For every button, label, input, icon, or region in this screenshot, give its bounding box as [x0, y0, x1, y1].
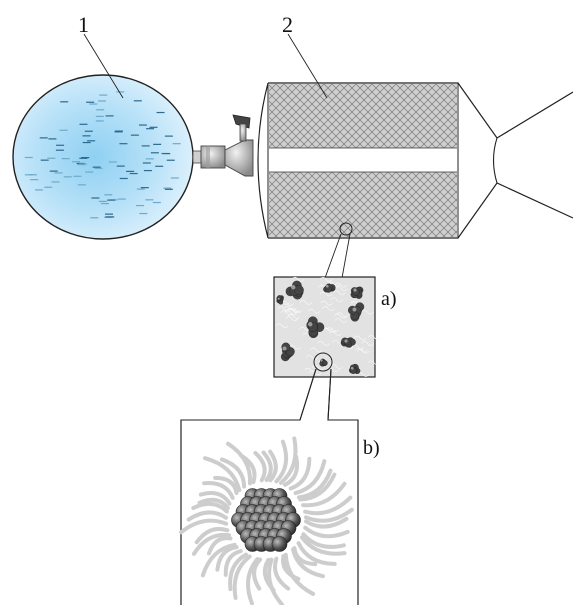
- magnify-spot-b: [313, 352, 333, 372]
- label-engine: 2: [282, 12, 293, 37]
- nanocluster: [276, 295, 284, 305]
- nanocluster: [280, 342, 295, 362]
- label-tank: 1: [78, 12, 89, 37]
- nanocluster: [349, 363, 361, 375]
- propellant-tank: [12, 74, 194, 240]
- nanocluster: [285, 280, 304, 300]
- nanocluster: [340, 337, 356, 348]
- rocket-motor: [257, 82, 573, 239]
- nanocluster: [350, 286, 364, 299]
- nanocluster: [306, 316, 325, 339]
- nanocluster: [323, 283, 336, 293]
- feed-valve: [192, 114, 254, 177]
- propellant-grain-lower: [269, 172, 457, 237]
- propellant-grain-upper: [269, 84, 457, 148]
- magnify-spot-a: [339, 222, 353, 236]
- nanoparticle-core: [231, 488, 301, 552]
- label-leader-2: [287, 33, 328, 99]
- detail-b-panel: [179, 368, 359, 605]
- label-leader-1: [83, 33, 124, 99]
- nanocluster: [348, 302, 365, 322]
- label-detail-a: a): [381, 288, 397, 310]
- detail-a-panel: [273, 276, 381, 378]
- label-detail-b: b): [363, 437, 380, 459]
- nanocluster: [319, 358, 328, 367]
